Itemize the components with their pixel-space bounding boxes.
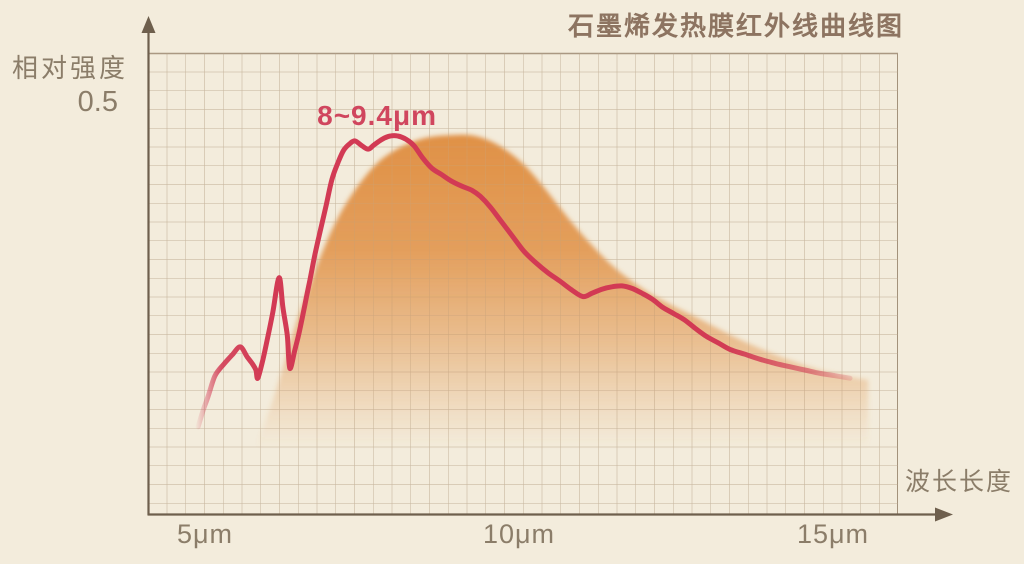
x-axis-arrow-icon	[935, 507, 953, 522]
x-tick-label: 5μm	[176, 519, 234, 549]
y-tick-label: 0.5	[77, 86, 118, 118]
x-axis-label: 波长长度	[905, 468, 1014, 496]
x-tick-label: 15μm	[796, 519, 870, 549]
infrared-curve-line	[195, 133, 853, 430]
y-axis-arrow-icon	[141, 16, 156, 33]
chart-title: 石墨烯发热膜红外线曲线图	[568, 11, 905, 41]
peak-range-annotation: 8~9.4μm	[317, 100, 437, 132]
axes	[141, 16, 953, 522]
grid-overlay	[148, 53, 898, 515]
y-axis-label: 相对强度	[12, 53, 129, 83]
x-tick-label: 10μm	[482, 519, 556, 549]
